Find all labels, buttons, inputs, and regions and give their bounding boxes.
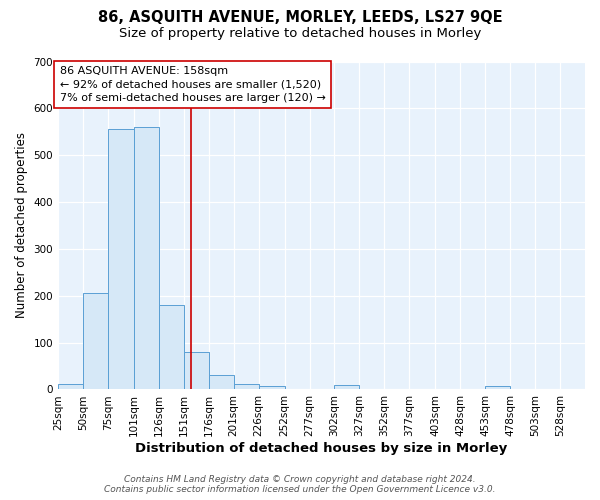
Bar	[58, 384, 83, 390]
Bar	[83, 294, 108, 390]
Bar	[334, 385, 359, 390]
Bar	[184, 352, 209, 390]
Text: 86 ASQUITH AVENUE: 158sqm
← 92% of detached houses are smaller (1,520)
7% of sem: 86 ASQUITH AVENUE: 158sqm ← 92% of detac…	[60, 66, 326, 102]
Bar	[108, 130, 134, 390]
Y-axis label: Number of detached properties: Number of detached properties	[15, 132, 28, 318]
Bar	[233, 384, 259, 390]
Bar	[134, 127, 159, 390]
Bar	[209, 376, 233, 390]
Text: Size of property relative to detached houses in Morley: Size of property relative to detached ho…	[119, 28, 481, 40]
Bar	[159, 305, 184, 390]
Text: 86, ASQUITH AVENUE, MORLEY, LEEDS, LS27 9QE: 86, ASQUITH AVENUE, MORLEY, LEEDS, LS27 …	[98, 10, 502, 25]
Text: Contains HM Land Registry data © Crown copyright and database right 2024.
Contai: Contains HM Land Registry data © Crown c…	[104, 474, 496, 494]
Bar	[259, 386, 284, 390]
X-axis label: Distribution of detached houses by size in Morley: Distribution of detached houses by size …	[136, 442, 508, 455]
Bar	[485, 386, 510, 390]
